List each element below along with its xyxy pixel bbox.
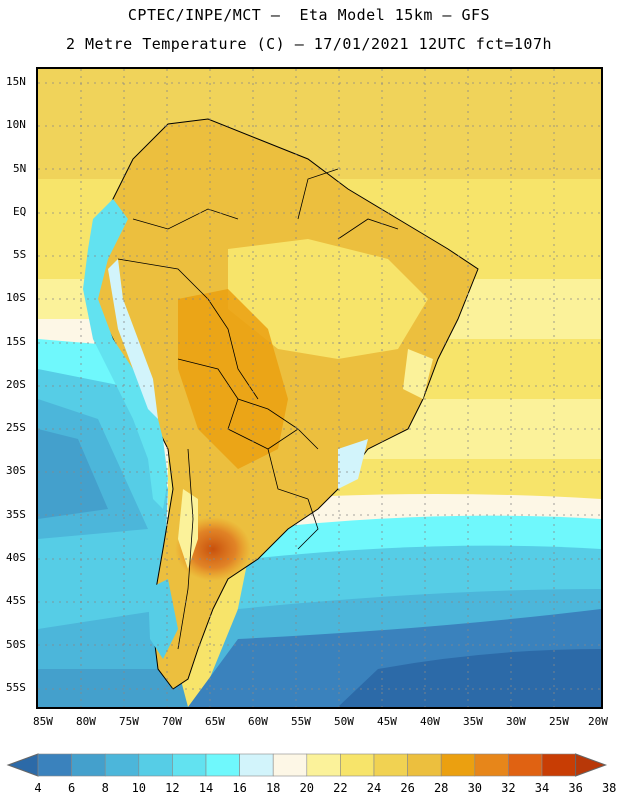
lon-label: 70W <box>162 715 182 728</box>
lon-label: 85W <box>33 715 53 728</box>
ocean-band <box>38 669 188 707</box>
colorbar-label: 4 <box>34 781 42 795</box>
chart-title: CPTEC/INPE/MCT – Eta Model 15km – GFS <box>127 6 491 24</box>
land-temp-zone <box>228 239 428 359</box>
border-line <box>177 448 194 650</box>
border-line <box>117 258 209 300</box>
colorbar-label: 18 <box>265 781 281 795</box>
lon-label: 30W <box>506 715 526 728</box>
colorbar-label: 30 <box>467 781 483 795</box>
lat-label: 30S <box>6 464 26 477</box>
lat-label: 45S <box>6 594 26 607</box>
colorbar-cell <box>474 753 509 777</box>
lat-label: EQ <box>13 205 27 218</box>
ocean-band <box>338 649 601 707</box>
lat-label: 15S <box>6 335 26 348</box>
lon-label: 80W <box>76 715 96 728</box>
colorbar-label: 34 <box>534 781 550 795</box>
lat-label: 55S <box>6 681 26 694</box>
colorbar-cell <box>172 753 207 777</box>
colorbar-label: 36 <box>568 781 583 795</box>
colorbar-label: 22 <box>333 781 348 795</box>
colorbar-cell <box>138 753 173 777</box>
lat-label: 15N <box>6 75 26 88</box>
colorbar-cell <box>407 753 442 777</box>
border-line <box>337 218 399 240</box>
ocean-north-band <box>38 69 601 179</box>
colorbar-cell <box>306 753 341 777</box>
colorbar-cell <box>205 753 240 777</box>
lon-label: 55W <box>291 715 311 728</box>
lat-label: 5N <box>13 162 27 175</box>
country-borders <box>117 168 399 650</box>
colorbar <box>6 753 608 777</box>
lon-label: 20W <box>588 715 608 728</box>
map-panel <box>36 67 603 709</box>
colorbar-label: 12 <box>165 781 180 795</box>
lon-label: 75W <box>119 715 139 728</box>
colorbar-cell <box>440 753 476 777</box>
lat-label: 25S <box>6 421 26 434</box>
colorbar-cell <box>373 753 408 777</box>
colorbar-cell <box>541 753 576 777</box>
lat-label: 50S <box>6 638 26 651</box>
ocean-band <box>38 429 108 519</box>
patagonia-cold-zone <box>148 579 178 659</box>
lon-label: 35W <box>463 715 483 728</box>
colorbar-cell <box>104 753 140 777</box>
colorbar-cell <box>508 753 543 777</box>
colorbar-cell <box>37 753 72 777</box>
colorbar-label: 38 <box>601 781 617 795</box>
colorbar-label: 10 <box>131 781 147 795</box>
lon-label: 45W <box>377 715 397 728</box>
andes-cold-zone <box>83 199 168 509</box>
colorbar-label: 32 <box>501 781 516 795</box>
border-line <box>297 168 339 220</box>
andes-cold-zone <box>108 259 158 419</box>
colorbar-label: 26 <box>400 781 415 795</box>
lat-label: 20S <box>6 378 26 391</box>
lon-label: 60W <box>248 715 268 728</box>
lon-label: 50W <box>334 715 354 728</box>
colorbar-cell <box>272 753 308 777</box>
border-line <box>207 298 259 400</box>
lon-label: 25W <box>549 715 569 728</box>
colorbar-label: 16 <box>232 781 247 795</box>
lat-label: 5S <box>13 248 27 261</box>
colorbar-min-arrow <box>6 753 39 777</box>
colorbar-label: 14 <box>198 781 214 795</box>
colorbar-cell <box>239 753 274 777</box>
land-temp-zone <box>338 439 368 489</box>
colorbar-label: 20 <box>299 781 315 795</box>
lat-label: 10S <box>6 291 26 304</box>
colorbar-label: 24 <box>366 781 382 795</box>
lat-label: 35S <box>6 508 26 521</box>
lon-label: 65W <box>205 715 225 728</box>
colorbar-label: 6 <box>67 781 76 795</box>
border-line <box>297 498 319 550</box>
lat-label: 40S <box>6 551 26 564</box>
colorbar-label: 8 <box>101 781 109 795</box>
land-temp-zone <box>178 489 198 569</box>
border-line <box>267 448 309 500</box>
lat-label: 10N <box>6 118 26 131</box>
land-temp-zone <box>403 349 433 399</box>
colorbar-cell <box>340 753 375 777</box>
temperature-map <box>38 69 601 707</box>
map-grid <box>38 69 601 707</box>
chart-subtitle: 2 Metre Temperature (C) – 17/01/2021 12U… <box>65 35 553 53</box>
lon-label: 40W <box>420 715 440 728</box>
colorbar-max-arrow <box>575 753 608 777</box>
border-line <box>132 208 239 230</box>
colorbar-label: 28 <box>433 781 449 795</box>
colorbar-cell <box>71 753 106 777</box>
land-temp-zone <box>178 289 288 469</box>
